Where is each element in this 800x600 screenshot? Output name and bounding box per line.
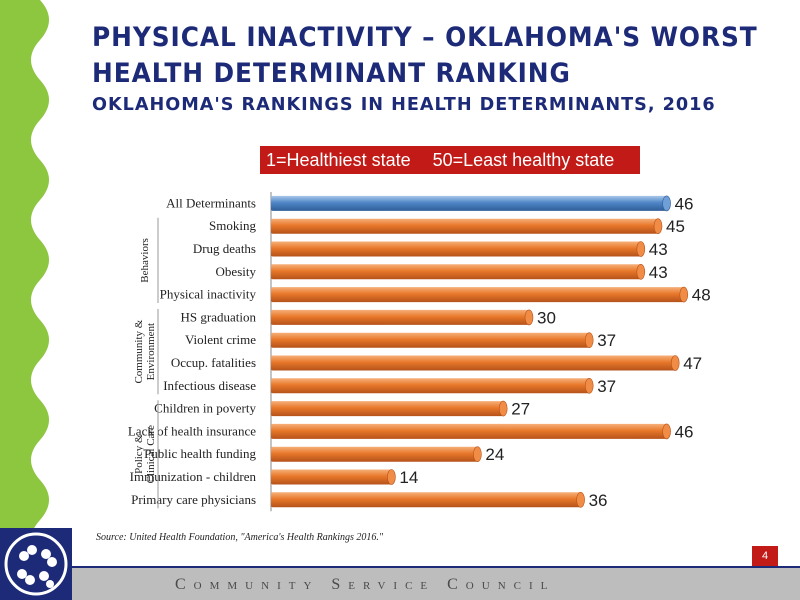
bar (271, 446, 478, 462)
bar-end-cap (498, 400, 508, 417)
footer-bar (0, 568, 800, 600)
legend-least-healthy: 50=Least healthy state (432, 149, 615, 170)
bar (271, 332, 590, 348)
category-label: Public health funding (144, 446, 256, 461)
value-label: 43 (649, 263, 668, 282)
group-label: Clinical Care (145, 425, 157, 483)
value-label: 37 (597, 377, 616, 396)
bar-end-cap (387, 469, 396, 485)
bar (271, 218, 658, 234)
category-label: Occup. fatalities (171, 355, 256, 370)
group-label: Environment (145, 323, 157, 380)
footer-divider (0, 566, 800, 569)
organization-logo (0, 528, 72, 600)
category-label: All Determinants (166, 195, 256, 210)
bar-end-cap (584, 377, 594, 394)
bar (271, 469, 392, 485)
bar (271, 241, 641, 257)
rankings-bar-chart: All Determinants 46 Smoking 45 Drug deaths 43… (128, 192, 711, 512)
category-label: Infectious disease (163, 378, 256, 393)
page-title-line2: HEALTH DETERMINANT RANKING (92, 58, 571, 89)
bar (271, 195, 667, 211)
value-label: 30 (537, 308, 556, 327)
group-label: Policy & (133, 434, 145, 474)
footer-organization: Community Service Council (175, 576, 556, 593)
value-label: 48 (692, 286, 711, 305)
group-label: Community & (133, 319, 145, 383)
value-label: 37 (597, 331, 616, 350)
ranking-legend: 1=Healthiest state 50=Least healthy stat… (260, 146, 640, 174)
category-label: Obesity (216, 264, 257, 279)
value-label: 36 (589, 491, 608, 510)
page-subtitle: OKLAHOMA'S RANKINGS IN HEALTH DETERMINAN… (92, 94, 716, 115)
bar-end-cap (679, 286, 689, 303)
bar (271, 401, 504, 417)
value-label: 46 (675, 422, 694, 441)
bar-end-cap (670, 355, 680, 371)
bar-end-cap (636, 263, 646, 280)
category-label: Physical inactivity (160, 287, 257, 302)
page-title-line1: PHYSICAL INACTIVITY – OKLAHOMA'S WORST (92, 22, 758, 53)
bar (271, 264, 641, 280)
bar-end-cap (576, 491, 585, 508)
value-label: 14 (399, 468, 418, 487)
value-label: 24 (485, 445, 504, 464)
category-label: Children in poverty (154, 401, 256, 416)
value-label: 47 (683, 354, 702, 373)
bar (271, 423, 667, 439)
category-label: Violent crime (185, 332, 256, 347)
category-label: Immunization - children (130, 469, 257, 484)
bar-end-cap (636, 241, 646, 257)
bar-end-cap (524, 309, 534, 326)
bar-end-cap (584, 332, 594, 349)
bar-end-cap (473, 446, 482, 463)
category-label: Drug deaths (193, 241, 256, 256)
value-label: 46 (675, 194, 694, 213)
group-label: Behaviors (139, 238, 151, 283)
source-note: Source: United Health Foundation, "Ameri… (96, 532, 384, 543)
bar-end-cap (662, 423, 671, 440)
bar (271, 378, 590, 394)
legend-healthiest: 1=Healthiest state (266, 149, 411, 170)
category-label: Lack of health insurance (128, 423, 256, 438)
bar (271, 287, 684, 303)
category-label: HS graduation (181, 309, 257, 324)
bar (271, 355, 676, 371)
category-label: Smoking (209, 218, 256, 233)
value-label: 43 (649, 240, 668, 259)
bar-end-cap (653, 218, 663, 234)
value-label: 45 (666, 217, 685, 236)
bar-end-cap (662, 195, 671, 212)
page-number: 4 (752, 546, 778, 566)
bar (271, 492, 581, 508)
category-label: Primary care physicians (131, 492, 256, 507)
bar (271, 309, 529, 325)
decorative-wave (0, 0, 49, 560)
value-label: 27 (511, 400, 530, 419)
